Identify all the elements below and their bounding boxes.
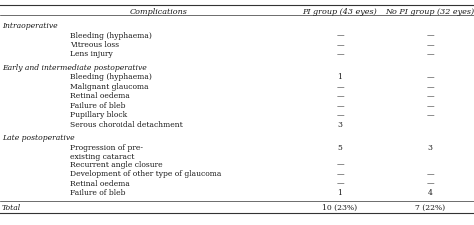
- Text: —: —: [426, 169, 434, 177]
- Text: —: —: [426, 92, 434, 100]
- Text: 10 (23%): 10 (23%): [322, 203, 357, 211]
- Text: No PI group (32 eyes): No PI group (32 eyes): [385, 8, 474, 16]
- Text: Malignant glaucoma: Malignant glaucoma: [70, 83, 149, 91]
- Text: —: —: [336, 92, 344, 100]
- Text: —: —: [336, 50, 344, 58]
- Text: Failure of bleb: Failure of bleb: [70, 188, 126, 196]
- Text: —: —: [426, 83, 434, 91]
- Text: Bleeding (hyphaema): Bleeding (hyphaema): [70, 31, 152, 39]
- Text: Pupillary block: Pupillary block: [70, 111, 127, 119]
- Text: 5: 5: [337, 143, 342, 151]
- Text: —: —: [336, 41, 344, 49]
- Text: 3: 3: [428, 143, 432, 151]
- Text: Lens injury: Lens injury: [70, 50, 113, 58]
- Text: Retinal oedema: Retinal oedema: [70, 179, 130, 187]
- Text: Vitreous loss: Vitreous loss: [70, 41, 119, 49]
- Text: Late postoperative: Late postoperative: [2, 134, 74, 142]
- Text: —: —: [336, 83, 344, 91]
- Text: Development of other type of glaucoma: Development of other type of glaucoma: [70, 169, 221, 177]
- Text: —: —: [426, 41, 434, 49]
- Text: 7 (22%): 7 (22%): [415, 203, 445, 211]
- Text: —: —: [426, 111, 434, 119]
- Text: —: —: [426, 101, 434, 110]
- Text: —: —: [426, 50, 434, 58]
- Text: Recurrent angle closure: Recurrent angle closure: [70, 160, 163, 168]
- Text: Bleeding (hyphaema): Bleeding (hyphaema): [70, 73, 152, 81]
- Text: —: —: [336, 111, 344, 119]
- Text: 1: 1: [337, 188, 342, 196]
- Text: Intraoperative: Intraoperative: [2, 22, 58, 30]
- Text: —: —: [336, 179, 344, 187]
- Text: —: —: [426, 179, 434, 187]
- Text: —: —: [426, 31, 434, 39]
- Text: Failure of bleb: Failure of bleb: [70, 101, 126, 110]
- Text: —: —: [336, 101, 344, 110]
- Text: existing cataract: existing cataract: [70, 153, 134, 161]
- Text: Total: Total: [2, 203, 21, 211]
- Text: Retinal oedema: Retinal oedema: [70, 92, 130, 100]
- Text: 4: 4: [428, 188, 432, 196]
- Text: Progression of pre-: Progression of pre-: [70, 143, 143, 151]
- Text: —: —: [336, 160, 344, 168]
- Text: Complications: Complications: [130, 8, 188, 16]
- Text: Early and intermediate postoperative: Early and intermediate postoperative: [2, 64, 147, 72]
- Text: Serous choroidal detachment: Serous choroidal detachment: [70, 120, 183, 128]
- Text: —: —: [426, 73, 434, 81]
- Text: 3: 3: [337, 120, 343, 128]
- Text: PI group (43 eyes): PI group (43 eyes): [302, 8, 377, 16]
- Text: —: —: [336, 31, 344, 39]
- Text: —: —: [336, 169, 344, 177]
- Text: 1: 1: [337, 73, 342, 81]
